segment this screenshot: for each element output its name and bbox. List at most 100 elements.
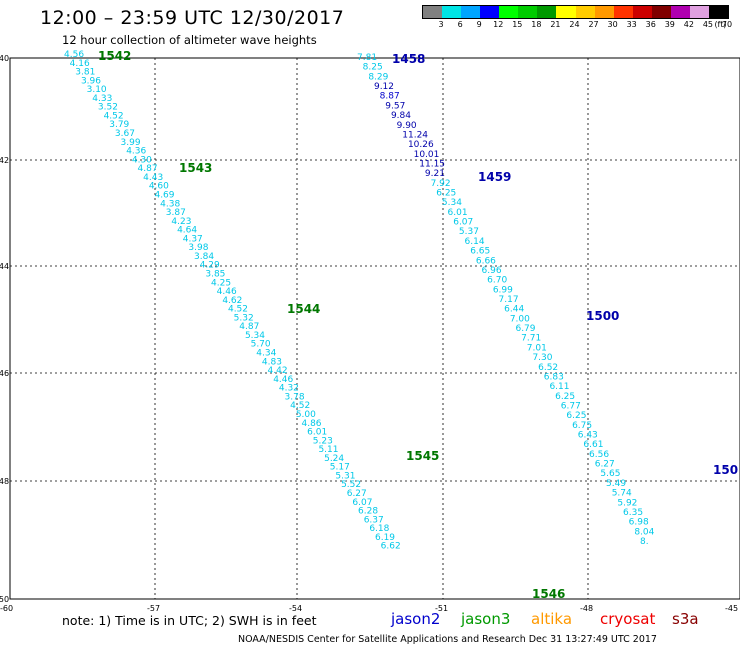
wave-height-value: 3.85 — [205, 270, 225, 280]
latitude-label: -50 — [0, 595, 9, 604]
legend-swatch — [480, 6, 500, 18]
legend-label: 3 — [438, 20, 444, 29]
wave-height-value: 9.90 — [397, 121, 417, 131]
legend-label: 15 — [512, 20, 523, 29]
wave-height-value: 6.96 — [482, 266, 502, 276]
longitude-label: -57 — [147, 604, 160, 613]
wave-height-value: 4.38 — [160, 199, 180, 209]
wave-height-value: 5.11 — [318, 445, 338, 455]
wave-height-value: 4.36 — [126, 147, 146, 157]
wave-height-value: 7.17 — [499, 295, 519, 305]
legend-label: 21 — [550, 20, 561, 29]
satellite-name: cryosat — [600, 610, 656, 628]
wave-height-value: 4.32 — [279, 384, 299, 394]
wave-height-value: 4.86 — [301, 419, 321, 429]
wave-height-value: 7.30 — [532, 353, 552, 363]
wave-height-value: 5.17 — [330, 463, 350, 473]
wave-height-value: 8.25 — [363, 63, 383, 73]
wave-height-value: 6.07 — [352, 498, 372, 508]
wave-height-value: 4.64 — [177, 226, 197, 236]
wave-height-value: 7.71 — [521, 334, 541, 344]
legend-label: 27 — [588, 20, 599, 29]
wave-height-value: 6.25 — [566, 411, 586, 421]
wave-height-value: 7.01 — [527, 343, 547, 353]
legend-swatch — [461, 6, 481, 18]
wave-height-value: 6.19 — [375, 533, 395, 543]
wave-height-value: 3.98 — [188, 243, 208, 253]
wave-height-value: 5.34 — [245, 331, 265, 341]
legend-labels: 3 6 9 12 15 18 21 24 27 30 33 36 39 42 45 70 (ft) — [422, 19, 733, 31]
legend-swatch — [518, 6, 538, 18]
wave-height-value: 4.56 — [64, 50, 84, 60]
legend-swatch — [499, 6, 519, 18]
satellite-name: s3a — [672, 610, 699, 628]
longitude-label: -48 — [580, 604, 593, 613]
wave-height-value: 4.30 — [132, 155, 152, 165]
wave-height-value: 5.74 — [612, 489, 632, 499]
wave-height-color-legend: 3 6 9 12 15 18 21 24 27 30 33 36 39 42 45 70 (ft) — [422, 5, 733, 31]
wave-height-value: 5.70 — [251, 340, 271, 350]
wave-height-value: 6.44 — [504, 305, 524, 315]
legend-label: 24 — [569, 20, 580, 29]
wave-height-value: 6.14 — [465, 237, 485, 247]
wave-height-value: 3.67 — [115, 129, 135, 139]
legend-label: 45 — [702, 20, 714, 29]
orbit-rev-label: 1545 — [406, 449, 439, 463]
map-subtitle: 12 hour collection of altimeter wave hei… — [62, 33, 317, 47]
wave-height-value: 5.34 — [442, 198, 462, 208]
wave-height-value: 5.65 — [600, 469, 620, 479]
legend-swatch — [423, 6, 443, 18]
wave-height-value: 7.00 — [510, 314, 530, 324]
wave-height-value: 3.99 — [121, 138, 141, 148]
wave-height-value: 11.24 — [402, 130, 428, 140]
wave-height-value: 4.87 — [239, 322, 259, 332]
legend-label: 6 — [457, 20, 463, 29]
legend-swatch — [556, 6, 576, 18]
wave-height-value: 6.83 — [544, 372, 564, 382]
wave-height-value: 3.52 — [98, 103, 118, 113]
wave-height-value: 4.62 — [222, 296, 242, 306]
legend-swatch — [632, 6, 652, 18]
longitude-label: -45 — [725, 604, 738, 613]
legend-label: 30 — [607, 20, 618, 29]
wave-height-value: 4.52 — [290, 401, 310, 411]
wave-height-value: 7.81 — [357, 53, 377, 63]
wave-height-value: 6.37 — [364, 515, 384, 525]
wave-height-value: 6.01 — [448, 208, 468, 218]
legend-label: 18 — [531, 20, 542, 29]
wave-height-value: 6.25 — [436, 189, 456, 199]
wave-height-value: 4.29 — [200, 261, 220, 271]
wave-height-value: 9.84 — [391, 111, 411, 121]
wave-height-value: 4.46 — [273, 375, 293, 385]
wave-height-value: 6.56 — [589, 450, 609, 460]
wave-height-value: 8. — [640, 537, 649, 547]
wave-height-value: 6.61 — [583, 440, 603, 450]
wave-height-value: 5.92 — [617, 498, 637, 508]
wave-height-value: 6.07 — [453, 218, 473, 228]
wave-height-value: 6.01 — [307, 428, 327, 438]
wave-height-value: 8.29 — [368, 72, 388, 82]
wave-height-value: 11.15 — [419, 159, 445, 169]
wave-height-value: 6.66 — [476, 256, 496, 266]
wave-height-value: 6.62 — [381, 542, 401, 552]
legend-swatch — [537, 6, 557, 18]
wave-height-value: 6.70 — [487, 276, 507, 286]
legend-swatch — [670, 6, 690, 18]
wave-height-value: 9.21 — [425, 169, 445, 179]
wave-height-value: 6.11 — [549, 382, 569, 392]
wave-height-value: 4.52 — [104, 111, 124, 121]
legend-swatch — [442, 6, 462, 18]
latitude-label: -46 — [0, 369, 9, 378]
wave-height-value: 6.43 — [578, 431, 598, 441]
wave-height-value: 5.37 — [459, 227, 479, 237]
wave-height-value: 9.12 — [374, 82, 394, 92]
legend-label: 36 — [645, 20, 656, 29]
wave-height-value: 4.69 — [154, 190, 174, 200]
wave-height-value: 5.23 — [313, 436, 333, 446]
wave-height-value: 5.52 — [341, 480, 361, 490]
wave-height-value: 6.27 — [347, 489, 367, 499]
legend-color-bar — [422, 5, 729, 19]
wave-height-value: 3.78 — [285, 392, 305, 402]
legend-swatch — [594, 6, 614, 18]
wave-height-value: 3.96 — [81, 76, 101, 86]
